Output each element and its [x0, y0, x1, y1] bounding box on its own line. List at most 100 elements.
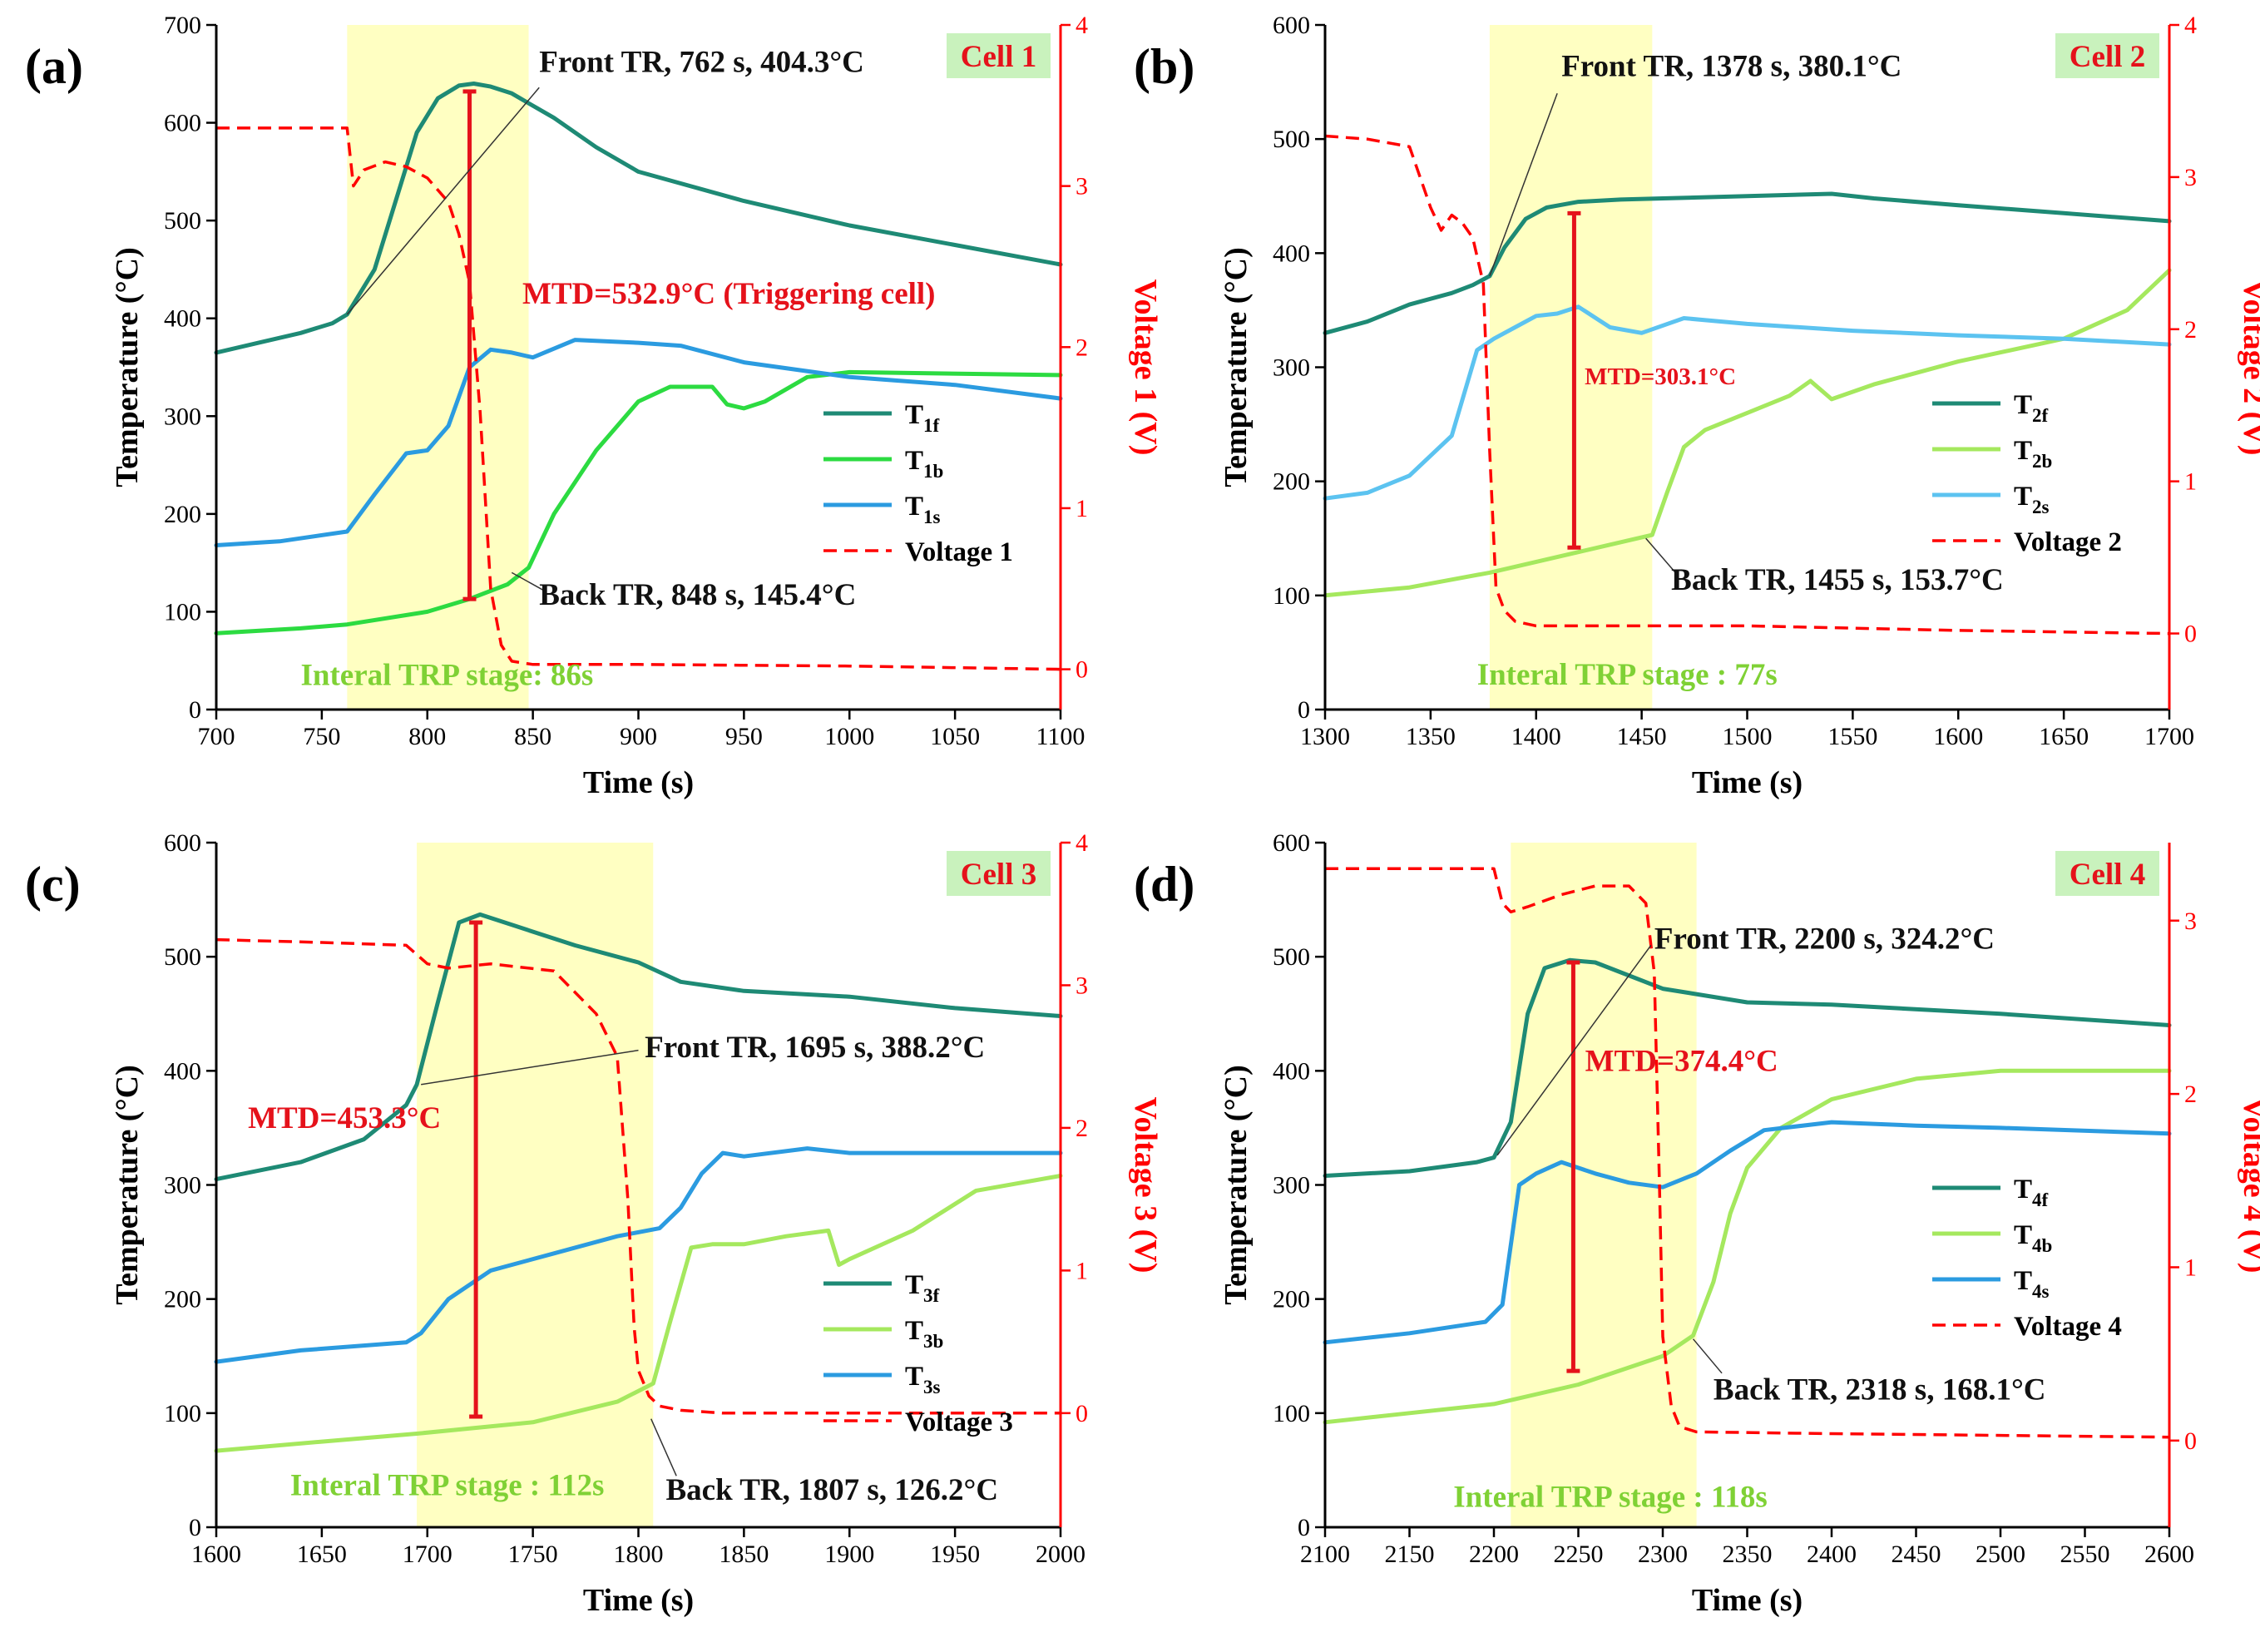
- x-axis-label: Time (s): [1692, 765, 1803, 800]
- legend-label-1: T1f: [905, 400, 940, 436]
- panel-2: MTD=303.1°C Front TR, 1378 s, 380.1°C Back…: [1134, 12, 2260, 800]
- legend-label-2: T2b: [2014, 436, 2052, 472]
- legend-label-sub: 1b: [923, 461, 943, 482]
- y2-tick-label: 2: [2184, 1081, 2197, 1108]
- y-tick-label: 0: [1298, 696, 1310, 724]
- y2-tick-label: 1: [1076, 495, 1088, 522]
- x-tick-label: 950: [725, 723, 763, 750]
- series-line-3: [1323, 304, 2172, 501]
- x-tick-label: 2150: [1385, 1541, 1435, 1568]
- y-tick-label: 500: [164, 207, 201, 235]
- legend-label-4: Voltage 3: [905, 1407, 1013, 1437]
- x-tick-label: 2400: [1807, 1541, 1857, 1568]
- x-tick-label: 2550: [2060, 1541, 2110, 1568]
- x-tick-label: 2000: [1036, 1541, 1085, 1568]
- y2-tick-label: 4: [1076, 12, 1088, 39]
- x-tick-label: 1700: [403, 1541, 452, 1568]
- x-tick-label: 2450: [1892, 1541, 1941, 1568]
- x-tick-label: 1950: [930, 1541, 980, 1568]
- legend-label-main: Voltage 4: [2014, 1312, 2122, 1342]
- legend-label-main: Voltage 2: [2014, 527, 2122, 557]
- legend-label-4: Voltage 2: [2014, 527, 2122, 557]
- annotation-text-3: Interal TRP stage: 86s: [301, 659, 594, 693]
- x-tick-label: 1550: [1827, 723, 1877, 750]
- x-axis-label: Time (s): [583, 1583, 694, 1618]
- panel-label: (b): [1134, 39, 1194, 94]
- annotation-text-3: Interal TRP stage : 77s: [1477, 658, 1778, 692]
- y-tick-label: 600: [164, 110, 201, 137]
- annotation-leader: [1645, 537, 1676, 573]
- legend-label-sub: 1s: [923, 507, 941, 527]
- legend-label-main: T: [905, 1362, 923, 1392]
- panel-1: MTD=532.9°C (Triggering cell) Front TR, 7…: [25, 12, 1163, 800]
- x-tick-label: 2100: [1300, 1541, 1350, 1568]
- y2-tick-label: 0: [2184, 621, 2197, 648]
- series-line-2: [1323, 1068, 2172, 1425]
- annotation-text-2: Back TR, 848 s, 145.4°C: [539, 578, 856, 612]
- y-tick-label: 400: [164, 305, 201, 333]
- series-line-4: [215, 937, 1061, 1415]
- y-tick-label: 500: [164, 943, 201, 971]
- legend-label-2: T1b: [905, 446, 943, 482]
- series-line-2: [1323, 268, 2172, 598]
- y-tick-label: 0: [1298, 1514, 1310, 1541]
- cell-label-box: [947, 851, 1051, 896]
- legend-label-main: T: [2014, 1175, 2032, 1204]
- y2-tick-label: 1: [1076, 1257, 1088, 1284]
- legend-label-main: T: [2014, 1266, 2032, 1296]
- panel-3: MTD=453.3°C Front TR, 1695 s, 388.2°C Back…: [25, 829, 1163, 1618]
- mtd-label: MTD=532.9°C (Triggering cell): [522, 277, 936, 311]
- x-axis-label: Time (s): [1692, 1583, 1803, 1618]
- legend-label-sub: 4f: [2032, 1190, 2049, 1210]
- series-line-1: [1323, 957, 2172, 1178]
- y2-axis-label: Voltage 4 (V): [2237, 1097, 2260, 1274]
- y-axis-label: Temperature (°C): [110, 1065, 145, 1305]
- y2-tick-label: 2: [1076, 334, 1088, 361]
- legend-label-4: Voltage 1: [905, 537, 1013, 567]
- y2-tick-label: 3: [2184, 908, 2197, 935]
- legend-label-sub: 4b: [2032, 1235, 2052, 1256]
- x-tick-label: 1800: [614, 1541, 664, 1568]
- x-tick-label: 2350: [1723, 1541, 1773, 1568]
- legend-label-main: T: [905, 1316, 923, 1346]
- x-tick-label: 1900: [824, 1541, 874, 1568]
- series-line-1: [214, 912, 1063, 1182]
- annotation-leader: [1489, 93, 1558, 277]
- x-tick-label: 1050: [930, 723, 980, 750]
- y2-tick-label: 0: [2184, 1427, 2197, 1455]
- y-tick-label: 0: [189, 696, 201, 724]
- y-tick-label: 400: [1273, 1057, 1310, 1085]
- y-tick-label: 500: [1273, 943, 1310, 971]
- x-tick-label: 2600: [2144, 1541, 2194, 1568]
- y2-tick-label: 0: [1076, 656, 1088, 684]
- y2-tick-label: 0: [1076, 1400, 1088, 1427]
- annotation-leader: [650, 1418, 677, 1476]
- x-tick-label: 750: [303, 723, 340, 750]
- annotation-text-2: Back TR, 1807 s, 126.2°C: [665, 1473, 998, 1507]
- trp-stage-shade: [1489, 25, 1653, 710]
- y-tick-label: 100: [1273, 582, 1310, 610]
- series-line-4: [1325, 867, 2170, 1439]
- cell-label-box: [947, 33, 1051, 78]
- legend-label-sub: 2f: [2032, 405, 2049, 426]
- x-tick-label: 1100: [1036, 723, 1085, 750]
- y-tick-label: 200: [1273, 1286, 1310, 1313]
- y2-tick-label: 3: [2184, 164, 2197, 191]
- mtd-label: MTD=303.1°C: [1585, 364, 1736, 390]
- y2-axis-label: Voltage 2 (V): [2237, 279, 2260, 456]
- cell-label-box: [2055, 33, 2159, 78]
- panel-label: (c): [25, 857, 81, 912]
- legend-label-main: T: [905, 400, 923, 430]
- series-line-2: [214, 369, 1063, 636]
- legend-label-4: Voltage 4: [2014, 1312, 2122, 1342]
- legend-label-3: T4s: [2014, 1266, 2050, 1302]
- legend-label-main: T: [905, 1270, 923, 1300]
- annotation-leader: [421, 1049, 639, 1086]
- y-tick-label: 600: [1273, 12, 1310, 39]
- x-tick-label: 2500: [1976, 1541, 2025, 1568]
- x-tick-label: 1650: [2039, 723, 2089, 750]
- legend-label-3: T1s: [905, 492, 941, 527]
- legend-label-sub: 3b: [923, 1331, 943, 1352]
- y2-axis-label: Voltage 3 (V): [1128, 1097, 1163, 1274]
